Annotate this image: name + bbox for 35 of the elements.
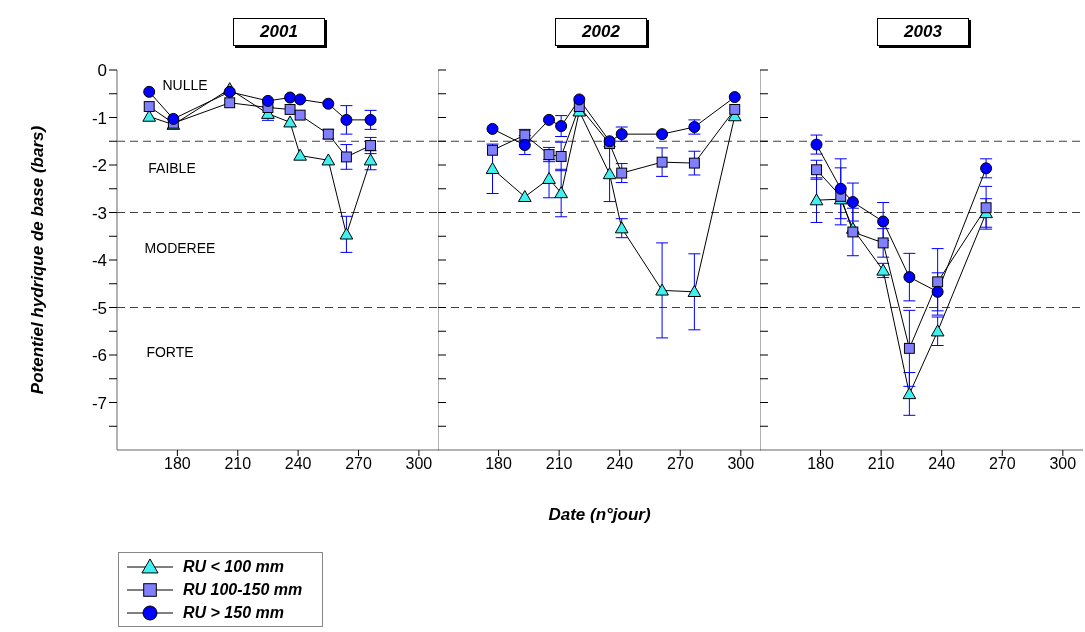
legend-label: RU < 100 mm xyxy=(183,557,284,576)
x-tick-label: 240 xyxy=(928,455,956,473)
y-tick-label: -7 xyxy=(91,393,107,413)
y-tick-label: 0 xyxy=(97,61,107,81)
y-tick-label: -4 xyxy=(91,251,107,271)
y-tick-label: -1 xyxy=(91,108,107,128)
x-tick-label: 180 xyxy=(164,455,191,473)
x-tick-label: 180 xyxy=(485,455,513,473)
x-tick-label: 180 xyxy=(807,455,835,473)
annotation: FAIBLE xyxy=(148,159,196,177)
x-tick-label: 270 xyxy=(988,455,1016,473)
x-tick-label: 210 xyxy=(224,455,252,473)
x-tick-label: 240 xyxy=(284,455,312,473)
annotation: FORTE xyxy=(146,343,194,361)
annotation: MODEREE xyxy=(144,239,216,257)
y-tick-label: -5 xyxy=(91,298,107,318)
y-axis-title: Potentiel hydrique de base (bars) xyxy=(28,125,48,395)
x-tick-label: 240 xyxy=(606,455,634,473)
x-tick-label: 270 xyxy=(345,455,372,473)
legend-label: RU 100-150 mm xyxy=(183,580,303,599)
x-axis-title: Date (n°jour) xyxy=(548,505,651,524)
x-tick-label: 300 xyxy=(727,455,755,473)
chart-title: 2001 xyxy=(233,18,325,46)
x-tick-label: 210 xyxy=(545,455,573,473)
annotation: NULLE xyxy=(162,76,208,94)
chart-title: 2002 xyxy=(555,18,647,46)
y-tick-label: -6 xyxy=(91,346,107,366)
x-tick-label: 300 xyxy=(405,455,433,473)
y-tick-label: -3 xyxy=(91,203,107,223)
legend-label: RU > 150 mm xyxy=(183,603,284,622)
y-tick-label: -2 xyxy=(91,156,107,176)
x-tick-label: 300 xyxy=(1049,455,1077,473)
x-tick-label: 270 xyxy=(666,455,694,473)
chart-title: 2003 xyxy=(877,18,969,46)
x-tick-label: 210 xyxy=(867,455,895,473)
